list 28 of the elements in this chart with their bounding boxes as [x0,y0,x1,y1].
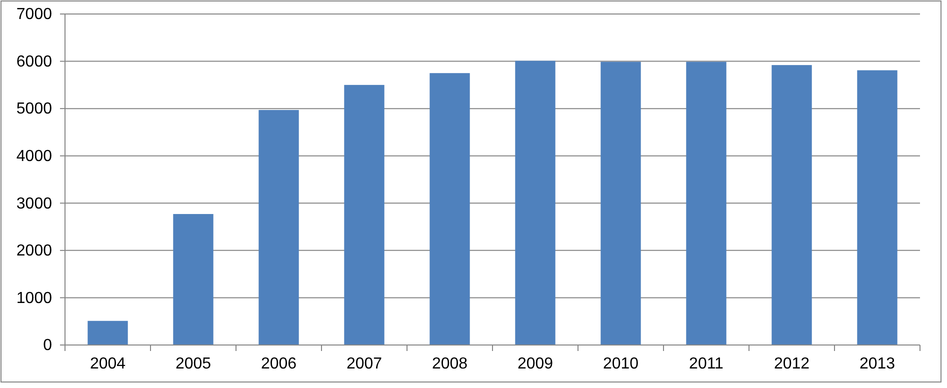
x-tick-label: 2008 [432,355,468,372]
x-tick-label: 2013 [859,355,896,372]
x-tick-label: 2011 [689,355,724,372]
y-tick-label: 4000 [16,148,52,165]
bar [88,320,128,345]
x-tick-label: 2006 [260,355,297,372]
bar [515,60,556,345]
bar [686,62,726,345]
x-tick-label: 2005 [175,355,212,372]
y-tick-label: 3000 [16,195,52,212]
y-tick-label: 1000 [16,290,52,307]
bar [173,214,214,345]
x-tick-label: 2007 [346,355,382,372]
bar [258,110,299,345]
bar [344,84,384,345]
bar [772,65,812,345]
y-tick-label: 7000 [16,6,52,24]
x-tick-label: 2009 [517,355,554,372]
x-tick-label: 2010 [602,355,639,372]
y-tick-label: 2000 [16,242,52,260]
bar [430,73,470,345]
y-tick-label: 0 [43,337,52,354]
x-tick-label: 2012 [774,355,810,372]
y-tick-label: 5000 [16,100,52,118]
y-tick-label: 6000 [16,53,52,70]
bar [857,70,898,345]
bar [600,62,641,345]
x-tick-label: 2004 [90,355,126,372]
